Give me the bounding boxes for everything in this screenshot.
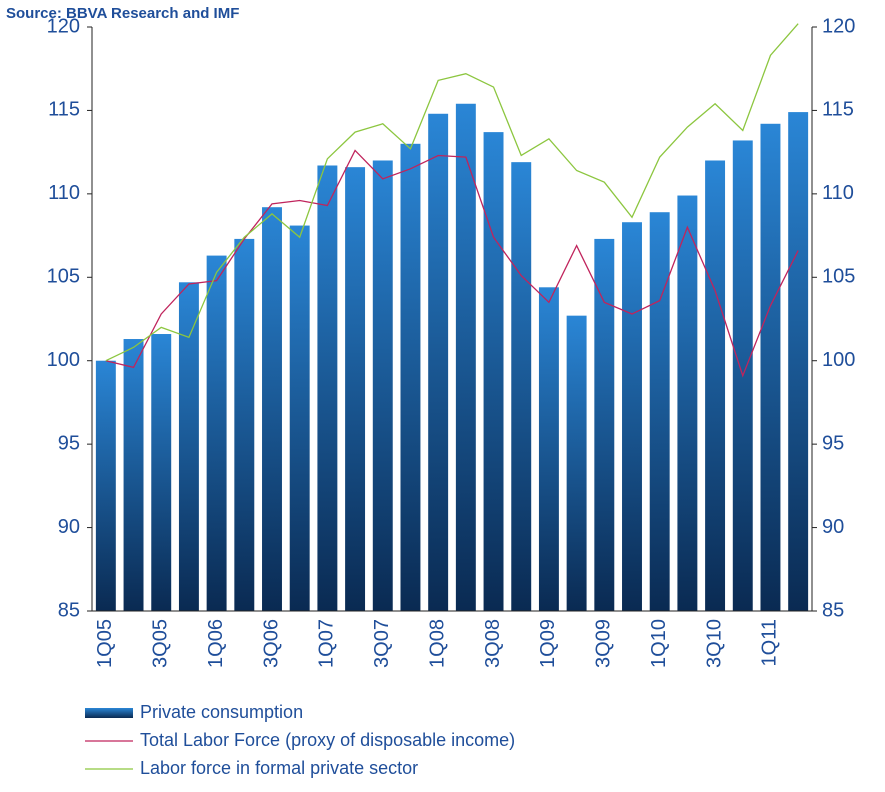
x-tick-label: 1Q08 [426,619,448,668]
x-tick-label: 1Q07 [316,619,338,668]
source: Source: BBVA Research and IMF [6,5,239,22]
x-tick-label: 1Q11 [759,619,781,666]
legend-label: Labor force in formal private sector [140,758,418,778]
bar [262,207,282,611]
bar [372,160,393,611]
bar [455,103,476,612]
bar [151,334,172,611]
y-tick-label: 120 [47,15,80,37]
legend-swatch [85,708,133,718]
bar [594,238,615,611]
y2-tick-label: 110 [822,182,854,204]
x-tick-label: 3Q07 [371,619,393,668]
bar [400,143,421,612]
bar [289,225,310,611]
bar [538,287,559,611]
x-tick-label: 3Q05 [150,619,172,668]
bar [428,113,449,611]
y-tick-label: 110 [48,182,80,204]
bar [95,360,116,611]
bar [788,112,809,612]
y-tick-label: 95 [58,432,80,454]
bar [705,160,726,611]
y-tick-label: 115 [48,99,80,121]
y-tick-label: 90 [58,516,80,538]
x-tick-label: 1Q10 [648,619,670,668]
y2-tick-label: 85 [822,599,844,621]
y-tick-label: 100 [47,349,80,371]
line [105,23,799,362]
bar [178,282,199,611]
bar [123,339,144,611]
bar [677,195,698,612]
bar [760,123,781,611]
x-tick-label: 3Q10 [703,619,725,668]
bar [317,165,338,611]
bar [206,255,227,611]
bar [483,132,504,611]
bar [622,222,642,612]
bar [234,238,255,611]
bar [649,212,670,611]
bar [345,167,366,611]
y2-tick-label: 120 [822,15,855,37]
bar [511,162,532,611]
bar [566,315,587,611]
y-tick-label: 105 [47,266,80,288]
x-tick-label: 1Q05 [94,619,116,668]
y2-tick-label: 105 [822,266,855,288]
x-tick-label: 3Q09 [593,619,615,668]
line [105,149,799,378]
y2-tick-label: 95 [822,432,844,454]
x-tick-label: 1Q09 [537,619,559,668]
x-tick-label: 1Q06 [205,619,227,668]
y2-tick-label: 90 [822,516,844,538]
x-tick-label: 3Q08 [482,619,504,668]
legend-label: Total Labor Force (proxy of disposable i… [140,730,515,750]
y-tick-label: 85 [58,599,80,621]
y2-tick-label: 100 [822,349,855,371]
legend-label: Private consumption [140,702,303,722]
y2-tick-label: 115 [822,99,854,121]
x-tick-label: 3Q06 [260,619,282,668]
